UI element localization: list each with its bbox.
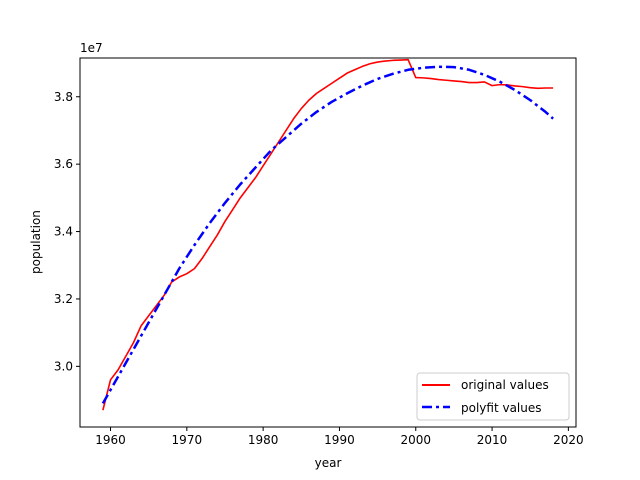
y-offset-text: 1e7 (80, 41, 103, 55)
y-tick-label: 3.2 (54, 292, 73, 306)
legend-box (416, 372, 570, 421)
plot-frame (79, 57, 577, 428)
legend-label-original: original values (461, 378, 549, 392)
y-tick-label: 3.4 (54, 225, 73, 239)
x-tick-label: 2000 (400, 433, 431, 447)
x-tick-label: 1970 (172, 433, 203, 447)
legend-label-polyfit: polyfit values (461, 401, 542, 415)
series-line-polyfit-values (101, 65, 554, 405)
series-layer (101, 58, 554, 411)
y-axis-label: population (29, 210, 43, 274)
x-tick-label: 1990 (324, 433, 355, 447)
legend: original values polyfit values (416, 372, 570, 421)
plot-area (80, 58, 576, 427)
x-axis-label: year (315, 456, 342, 470)
x-tick-label: 2010 (477, 433, 508, 447)
x-tick-label: 1980 (248, 433, 279, 447)
y-tick-label: 3.0 (54, 359, 73, 373)
x-tick-label: 2020 (553, 433, 584, 447)
x-axis-ticks: 1960 1970 1980 1990 2000 2010 2020 (95, 427, 584, 447)
series-line-original-values (102, 58, 554, 411)
y-axis-ticks: 3.0 3.2 3.4 3.6 3.8 (54, 90, 80, 373)
y-tick-label: 3.6 (54, 157, 73, 171)
x-tick-label: 1960 (95, 433, 126, 447)
y-tick-label: 3.8 (54, 90, 73, 104)
